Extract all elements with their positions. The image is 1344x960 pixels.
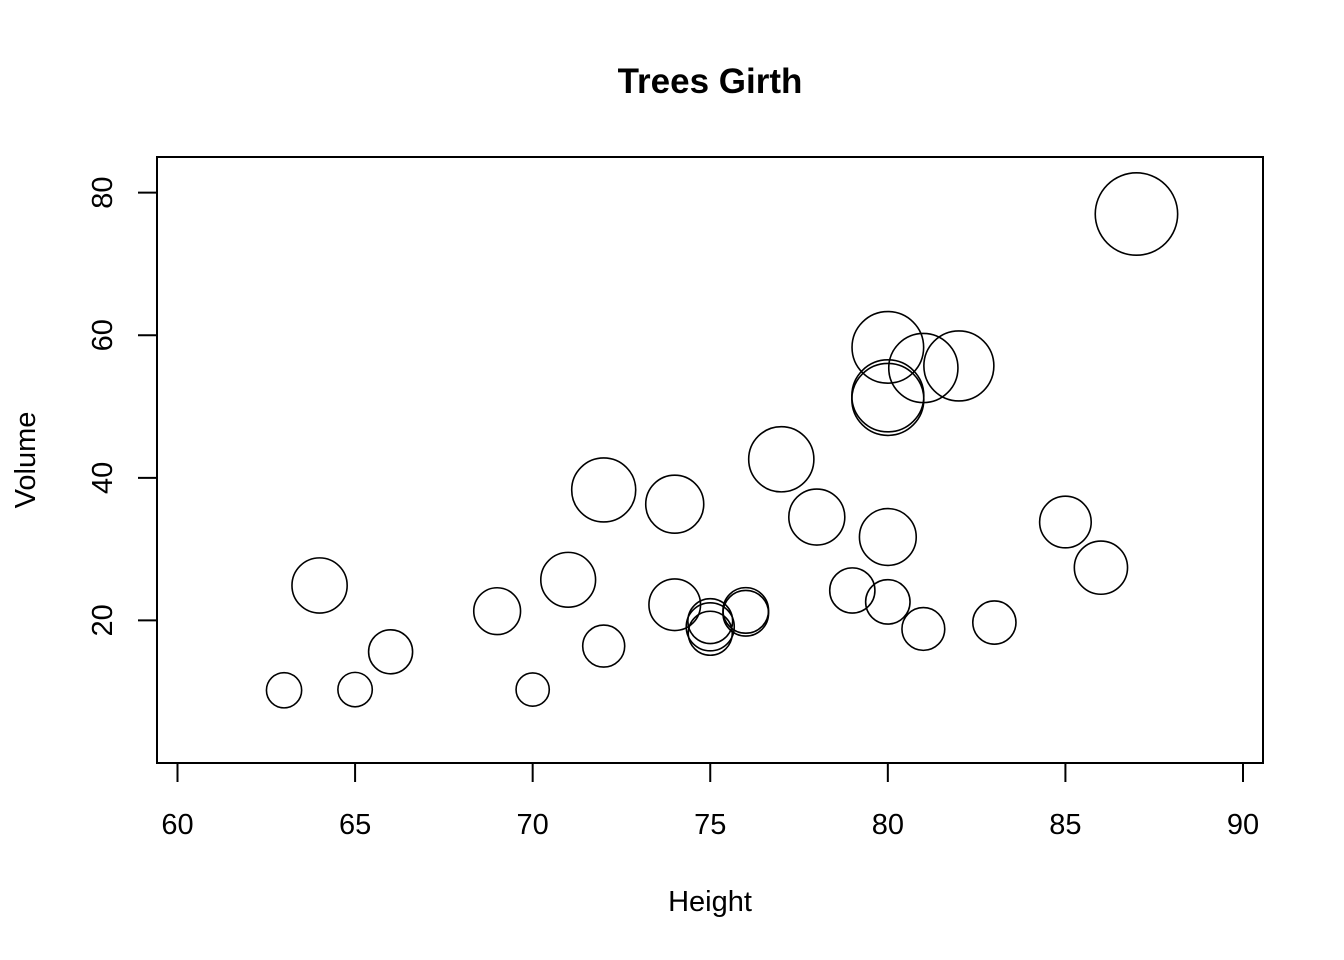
data-point	[539, 551, 597, 608]
data-point	[851, 310, 925, 384]
data-point	[722, 586, 770, 635]
x-tick-label: 75	[694, 809, 726, 841]
x-tick-label: 60	[161, 809, 193, 841]
data-point	[472, 586, 522, 636]
data-point	[787, 488, 846, 546]
data-point	[687, 610, 734, 657]
data-point	[858, 507, 918, 567]
data-point	[685, 602, 736, 652]
chart-title: Trees Girth	[618, 62, 803, 101]
data-point	[747, 425, 815, 493]
x-axis-label: Height	[668, 886, 752, 918]
data-point	[1073, 540, 1129, 596]
x-tick-label: 90	[1227, 809, 1259, 841]
data-point	[367, 628, 414, 675]
y-axis-label: Volume	[10, 412, 42, 509]
y-tick-label: 20	[87, 604, 119, 636]
y-tick-label: 40	[87, 462, 119, 494]
data-point	[901, 606, 946, 652]
x-axis: 60 65 70 75 80 85 90	[161, 762, 1259, 841]
data-point	[923, 330, 995, 402]
data-point	[1094, 172, 1179, 257]
data-point	[515, 672, 551, 707]
y-tick-label: 60	[87, 319, 119, 351]
x-tick-label: 65	[339, 809, 371, 841]
data-point	[644, 474, 705, 535]
data-point	[265, 671, 303, 709]
x-tick-label: 70	[517, 809, 549, 841]
data-point	[687, 597, 734, 645]
data-points	[265, 172, 1179, 709]
data-point	[570, 457, 637, 523]
data-point	[581, 624, 626, 668]
data-point	[648, 578, 702, 632]
data-point	[851, 362, 925, 437]
data-point	[337, 671, 374, 708]
data-point	[828, 567, 876, 614]
data-point	[971, 600, 1017, 645]
data-point	[291, 557, 348, 614]
data-point	[1038, 495, 1093, 549]
data-point	[851, 359, 925, 433]
x-tick-label: 80	[872, 809, 904, 841]
y-axis: 20 40 60 80	[87, 177, 158, 637]
y-tick-label: 80	[87, 177, 119, 209]
data-point	[864, 578, 911, 625]
x-tick-label: 85	[1049, 809, 1081, 841]
plot-frame	[156, 156, 1264, 764]
